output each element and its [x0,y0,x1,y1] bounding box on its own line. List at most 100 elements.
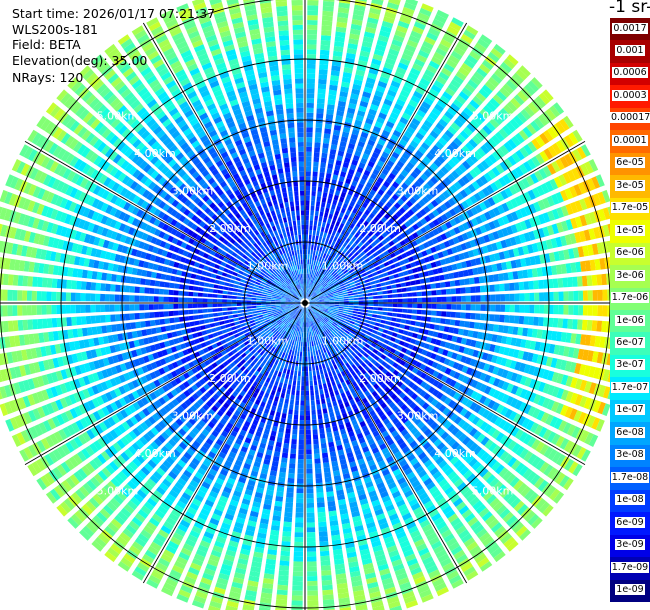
gate-cell [319,306,324,309]
gate-cell [295,517,304,523]
gate-cell [359,100,369,108]
gate-cell [455,525,467,536]
gate-cell [395,242,402,249]
gate-cell [553,102,565,115]
gate-cell [313,220,318,226]
gate-cell [320,314,325,319]
gate-cell [483,363,491,372]
gate-cell [493,252,501,261]
gate-cell [396,234,403,242]
gate-cell [581,275,588,287]
gate-cell [235,567,247,575]
gate-cell [455,501,467,511]
gate-cell [535,153,545,165]
gate-cell [421,264,428,271]
gate-cell [323,324,328,330]
gate-cell [495,432,505,442]
gate-cell [474,553,487,564]
gate-cell [423,169,432,178]
gate-cell [463,251,470,259]
gate-cell [339,305,344,307]
gate-cell [519,146,529,158]
gate-cell [449,208,457,217]
gate-cell [354,367,360,374]
gate-cell [449,574,462,585]
gate-cell [377,341,383,347]
gate-cell [442,190,451,199]
gate-cell [483,397,492,407]
gate-cell [219,418,227,426]
gate-cell [305,400,310,406]
gate-cell [238,450,247,458]
gate-cell [163,549,175,559]
gate-cell [327,382,332,388]
gate-cell [334,36,345,43]
gate-cell [351,510,361,518]
gate-cell [242,397,249,404]
gate-cell [389,185,397,193]
gate-cell [527,406,536,417]
gate-cell [338,233,344,240]
gate-cell [461,87,473,97]
gate-cell [318,294,323,297]
gate-cell [311,274,314,280]
gate-cell [442,505,453,515]
gate-cell [515,259,522,268]
gate-cell [504,304,510,313]
gate-cell [555,435,565,448]
gate-cell [396,364,403,372]
gate-cell [357,235,364,241]
gate-cell [357,458,365,465]
gate-cell [339,281,344,285]
gate-cell [226,600,239,608]
gate-cell [364,81,375,89]
gate-cell [320,332,325,338]
gate-cell [313,314,318,319]
gate-cell [426,481,436,491]
gate-cell [273,421,279,427]
gate-cell [315,235,319,241]
gate-cell [397,94,408,103]
gate-cell [373,383,380,390]
gate-cell [316,245,320,251]
gate-cell [333,169,340,176]
gate-cell [311,291,315,296]
gate-cell [593,367,601,379]
gate-cell [252,556,263,563]
gate-cell [249,510,259,518]
gate-cell [327,500,336,507]
gate-cell [329,269,335,274]
gate-cell [137,533,149,544]
gate-cell [252,403,259,410]
gate-cell [373,549,385,557]
gate-cell [286,487,294,493]
gate-cell [560,189,569,202]
gate-cell [446,59,458,69]
gate-cell [343,294,349,297]
gate-cell [155,533,167,543]
gate-cell [174,560,186,570]
gate-cell [307,295,312,300]
gate-cell [348,298,354,301]
gate-cell [315,350,319,356]
gate-cell [241,467,250,475]
gate-cell [490,294,496,302]
gate-cell [351,180,358,187]
gate-cell [359,178,367,186]
gate-cell [423,329,429,335]
gate-cell [523,434,533,445]
gate-cell [433,545,445,555]
gate-cell [318,69,328,75]
gate-cell [564,360,572,372]
gate-cell [286,322,291,327]
gate-cell [228,434,236,442]
gate-cell [256,383,263,390]
gate-cell [231,531,242,539]
gate-cell [329,391,335,398]
gate-cell [389,252,396,258]
gate-cell [386,53,398,61]
gate-cell [467,79,479,90]
gate-cell [313,314,317,320]
gate-cell [337,105,346,112]
gate-cell [306,307,308,313]
